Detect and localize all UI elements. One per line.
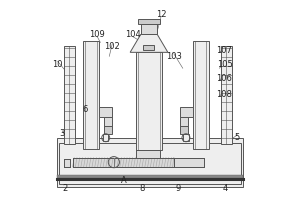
Bar	[64, 159, 70, 167]
Text: 104: 104	[125, 30, 141, 39]
Bar	[64, 46, 75, 144]
Text: 4: 4	[223, 184, 228, 193]
Text: 8: 8	[140, 184, 145, 193]
Text: 12: 12	[156, 10, 166, 19]
Bar	[174, 158, 204, 167]
Bar	[136, 52, 162, 150]
Bar	[136, 150, 160, 158]
Text: 102: 102	[104, 42, 120, 51]
Text: 5: 5	[235, 133, 240, 142]
Bar	[180, 107, 193, 117]
Text: 106: 106	[217, 74, 232, 83]
Bar	[220, 46, 232, 144]
Text: 9: 9	[175, 184, 180, 193]
Bar	[57, 175, 243, 178]
Bar	[193, 41, 208, 149]
Bar	[103, 134, 109, 141]
Bar	[58, 143, 242, 184]
Bar	[141, 24, 157, 34]
Text: 10: 10	[52, 60, 63, 69]
Text: 105: 105	[217, 60, 232, 69]
Bar	[104, 126, 112, 134]
Text: A: A	[121, 176, 127, 185]
Text: 107: 107	[217, 46, 232, 55]
Bar	[183, 134, 189, 141]
Bar	[174, 158, 204, 167]
Bar	[104, 117, 112, 127]
Bar	[83, 41, 99, 149]
Bar	[73, 158, 174, 167]
Text: 2: 2	[62, 184, 67, 193]
Polygon shape	[130, 34, 168, 52]
Bar	[57, 138, 243, 187]
Bar	[99, 107, 112, 117]
Text: 109: 109	[89, 30, 105, 39]
Bar	[180, 126, 188, 134]
Text: 108: 108	[217, 90, 232, 99]
Bar	[138, 19, 160, 24]
Bar	[143, 45, 154, 50]
Text: 6: 6	[83, 105, 88, 114]
Text: 103: 103	[166, 52, 182, 61]
Text: 3: 3	[59, 129, 65, 138]
Bar	[180, 117, 188, 127]
